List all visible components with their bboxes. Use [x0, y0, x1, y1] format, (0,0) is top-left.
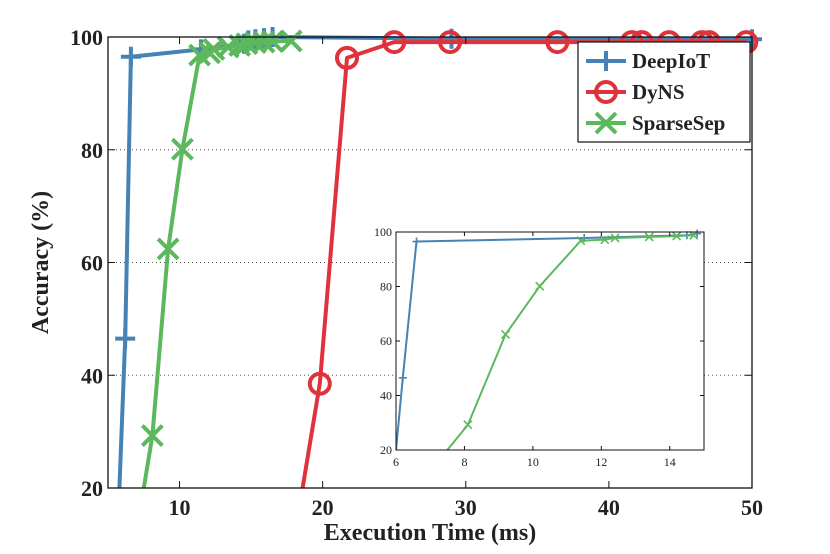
- data-point-sparsesep: [140, 424, 164, 447]
- data-point-dyns: [334, 45, 359, 70]
- data-point-sparsesep: [261, 30, 284, 53]
- data-point-sparsesep: [600, 235, 610, 245]
- legend-label-deepiot: DeepIoT: [632, 49, 710, 73]
- data-point-dyns: [438, 30, 463, 55]
- y-tick-label: 100: [70, 25, 103, 50]
- x-tick-label: 30: [455, 495, 477, 520]
- data-point-sparsesep: [535, 281, 545, 291]
- data-point-sparsesep: [644, 232, 654, 242]
- legend-marker-sparsesep: [594, 111, 618, 135]
- legend: DeepIoT DyNS SparseSep: [577, 41, 751, 143]
- data-point-deepiot: [398, 373, 407, 382]
- legend-label-sparsesep: SparseSep: [632, 111, 725, 135]
- legend-marker-dyns: [594, 80, 618, 104]
- y-tick-label: 20: [81, 476, 103, 501]
- data-point-dyns: [545, 30, 570, 55]
- data-point-dyns: [307, 371, 332, 396]
- x-axis-title: Execution Time (ms): [324, 520, 536, 546]
- data-point-deepiot: [120, 46, 141, 67]
- data-point-sparsesep: [252, 30, 276, 54]
- x-tick-label: 50: [741, 495, 763, 520]
- axis-ticks: 6 8 10 12 14 20 40 60 80 100: [374, 225, 704, 469]
- inset-plot-area: [396, 232, 704, 450]
- x-tick-label: 14: [664, 455, 676, 469]
- data-point-dyns: [382, 30, 407, 55]
- data-point-sparsesep: [689, 230, 699, 240]
- series-group: [396, 229, 702, 450]
- x-tick-label: 12: [595, 455, 607, 469]
- y-tick-label: 100: [374, 225, 392, 239]
- series-line-sparsesep: [446, 234, 694, 450]
- y-tick-label: 60: [81, 251, 103, 276]
- data-point-deepiot: [115, 328, 136, 349]
- y-tick-label: 40: [380, 389, 392, 403]
- y-tick-label: 40: [81, 363, 103, 388]
- y-tick-label: 80: [380, 280, 392, 294]
- data-point-sparsesep: [672, 231, 682, 241]
- data-point-sparsesep: [156, 237, 180, 261]
- data-point-sparsesep: [576, 236, 586, 246]
- x-tick-label: 20: [312, 495, 334, 520]
- data-point-sparsesep: [463, 420, 473, 430]
- x-tick-label: 10: [527, 455, 539, 469]
- y-tick-label: 60: [380, 334, 392, 348]
- x-tick-label: 40: [598, 495, 620, 520]
- data-point-deepiot: [412, 237, 421, 246]
- x-tick-label: 8: [461, 455, 467, 469]
- y-tick-label: 80: [81, 138, 103, 163]
- y-axis-title: Accuracy (%): [28, 191, 54, 334]
- inset-plot: 6 8 10 12 14 20 40 60 80 100: [374, 225, 705, 469]
- data-point-sparsesep: [279, 29, 303, 53]
- legend-label-dyns: DyNS: [632, 80, 685, 104]
- data-point-sparsesep: [500, 329, 511, 340]
- data-point-sparsesep: [610, 233, 620, 243]
- data-point-sparsesep: [171, 137, 194, 161]
- axis-ticks: 10 20 30 40 50 20 40 60 80 100: [70, 25, 763, 520]
- y-tick-label: 20: [380, 443, 392, 457]
- x-tick-label: 6: [393, 455, 399, 469]
- legend-marker-deepiot: [596, 51, 616, 71]
- x-tick-label: 10: [169, 495, 191, 520]
